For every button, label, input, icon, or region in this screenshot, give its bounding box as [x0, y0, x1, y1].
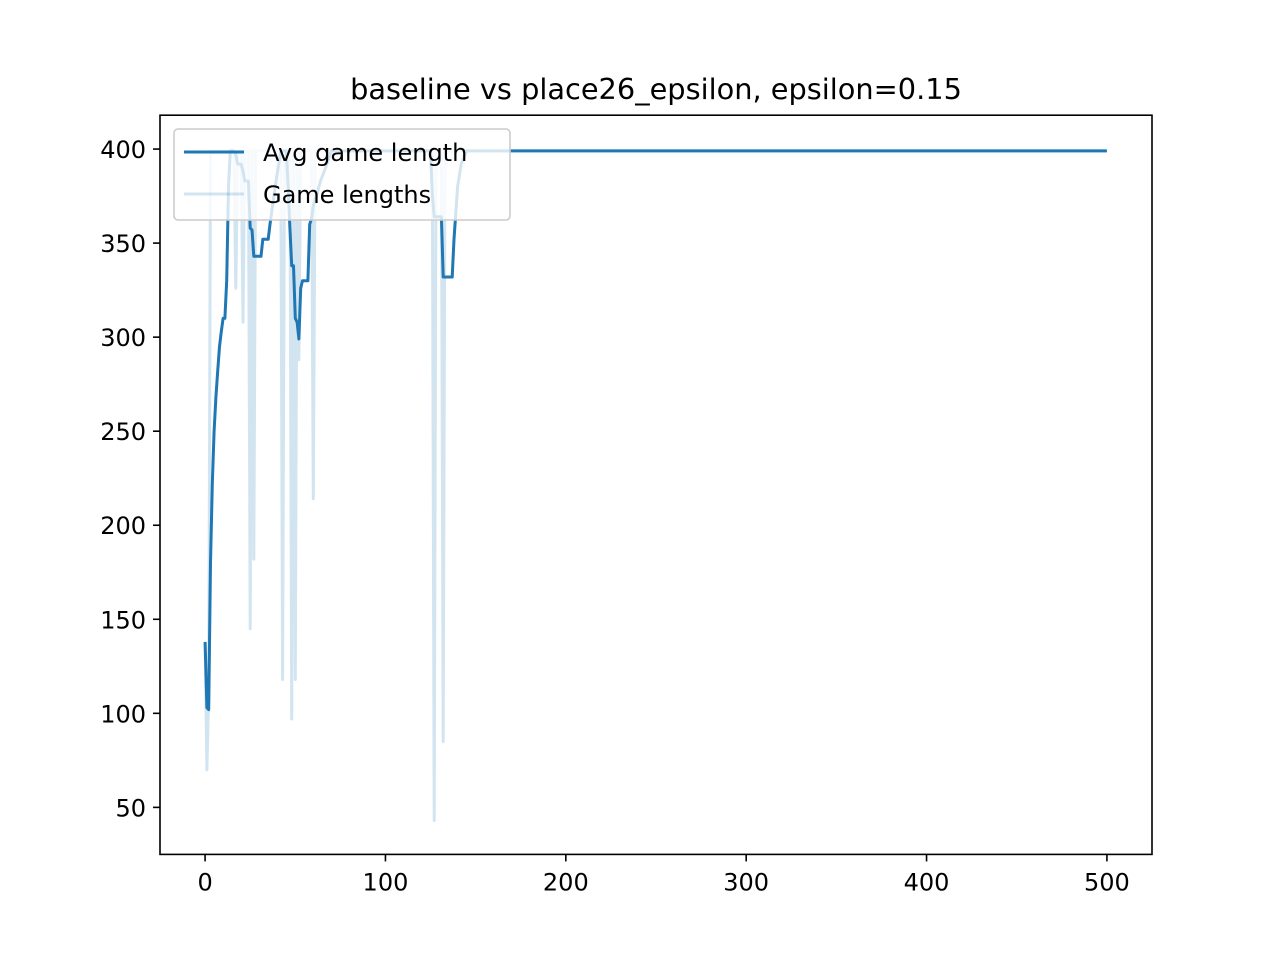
y-tick-label: 250	[100, 418, 146, 446]
x-axis: 0 100 200 300 400 500	[197, 854, 1130, 896]
chart-title: baseline vs place26_epsilon, epsilon=0.1…	[350, 72, 962, 106]
x-tick-label: 500	[1084, 868, 1130, 896]
x-tick-label: 200	[543, 868, 589, 896]
series-line-game-lengths	[203, 149, 1107, 822]
y-axis: 50 100 150 200 250 300 350 400	[100, 136, 160, 822]
y-tick-label: 300	[100, 324, 146, 352]
x-tick-label: 100	[363, 868, 409, 896]
y-tick-label: 400	[100, 136, 146, 164]
y-tick-label: 200	[100, 512, 146, 540]
x-tick-label: 300	[723, 868, 769, 896]
plot-frame	[159, 114, 1153, 856]
legend-label-avg-game-length: Avg game length	[263, 139, 467, 167]
legend-label-game-lengths: Game lengths	[263, 181, 431, 209]
legend: Avg game length Game lengths	[173, 128, 511, 221]
y-tick-label: 150	[100, 606, 146, 634]
y-tick-label: 50	[115, 794, 146, 822]
x-tick-label: 0	[197, 868, 212, 896]
x-tick-label: 400	[904, 868, 950, 896]
y-tick-label: 100	[100, 700, 146, 728]
y-tick-label: 350	[100, 230, 146, 258]
series-layer	[203, 149, 1107, 822]
legend-box	[173, 128, 511, 221]
series-line-avg-game-length	[203, 149, 1107, 712]
